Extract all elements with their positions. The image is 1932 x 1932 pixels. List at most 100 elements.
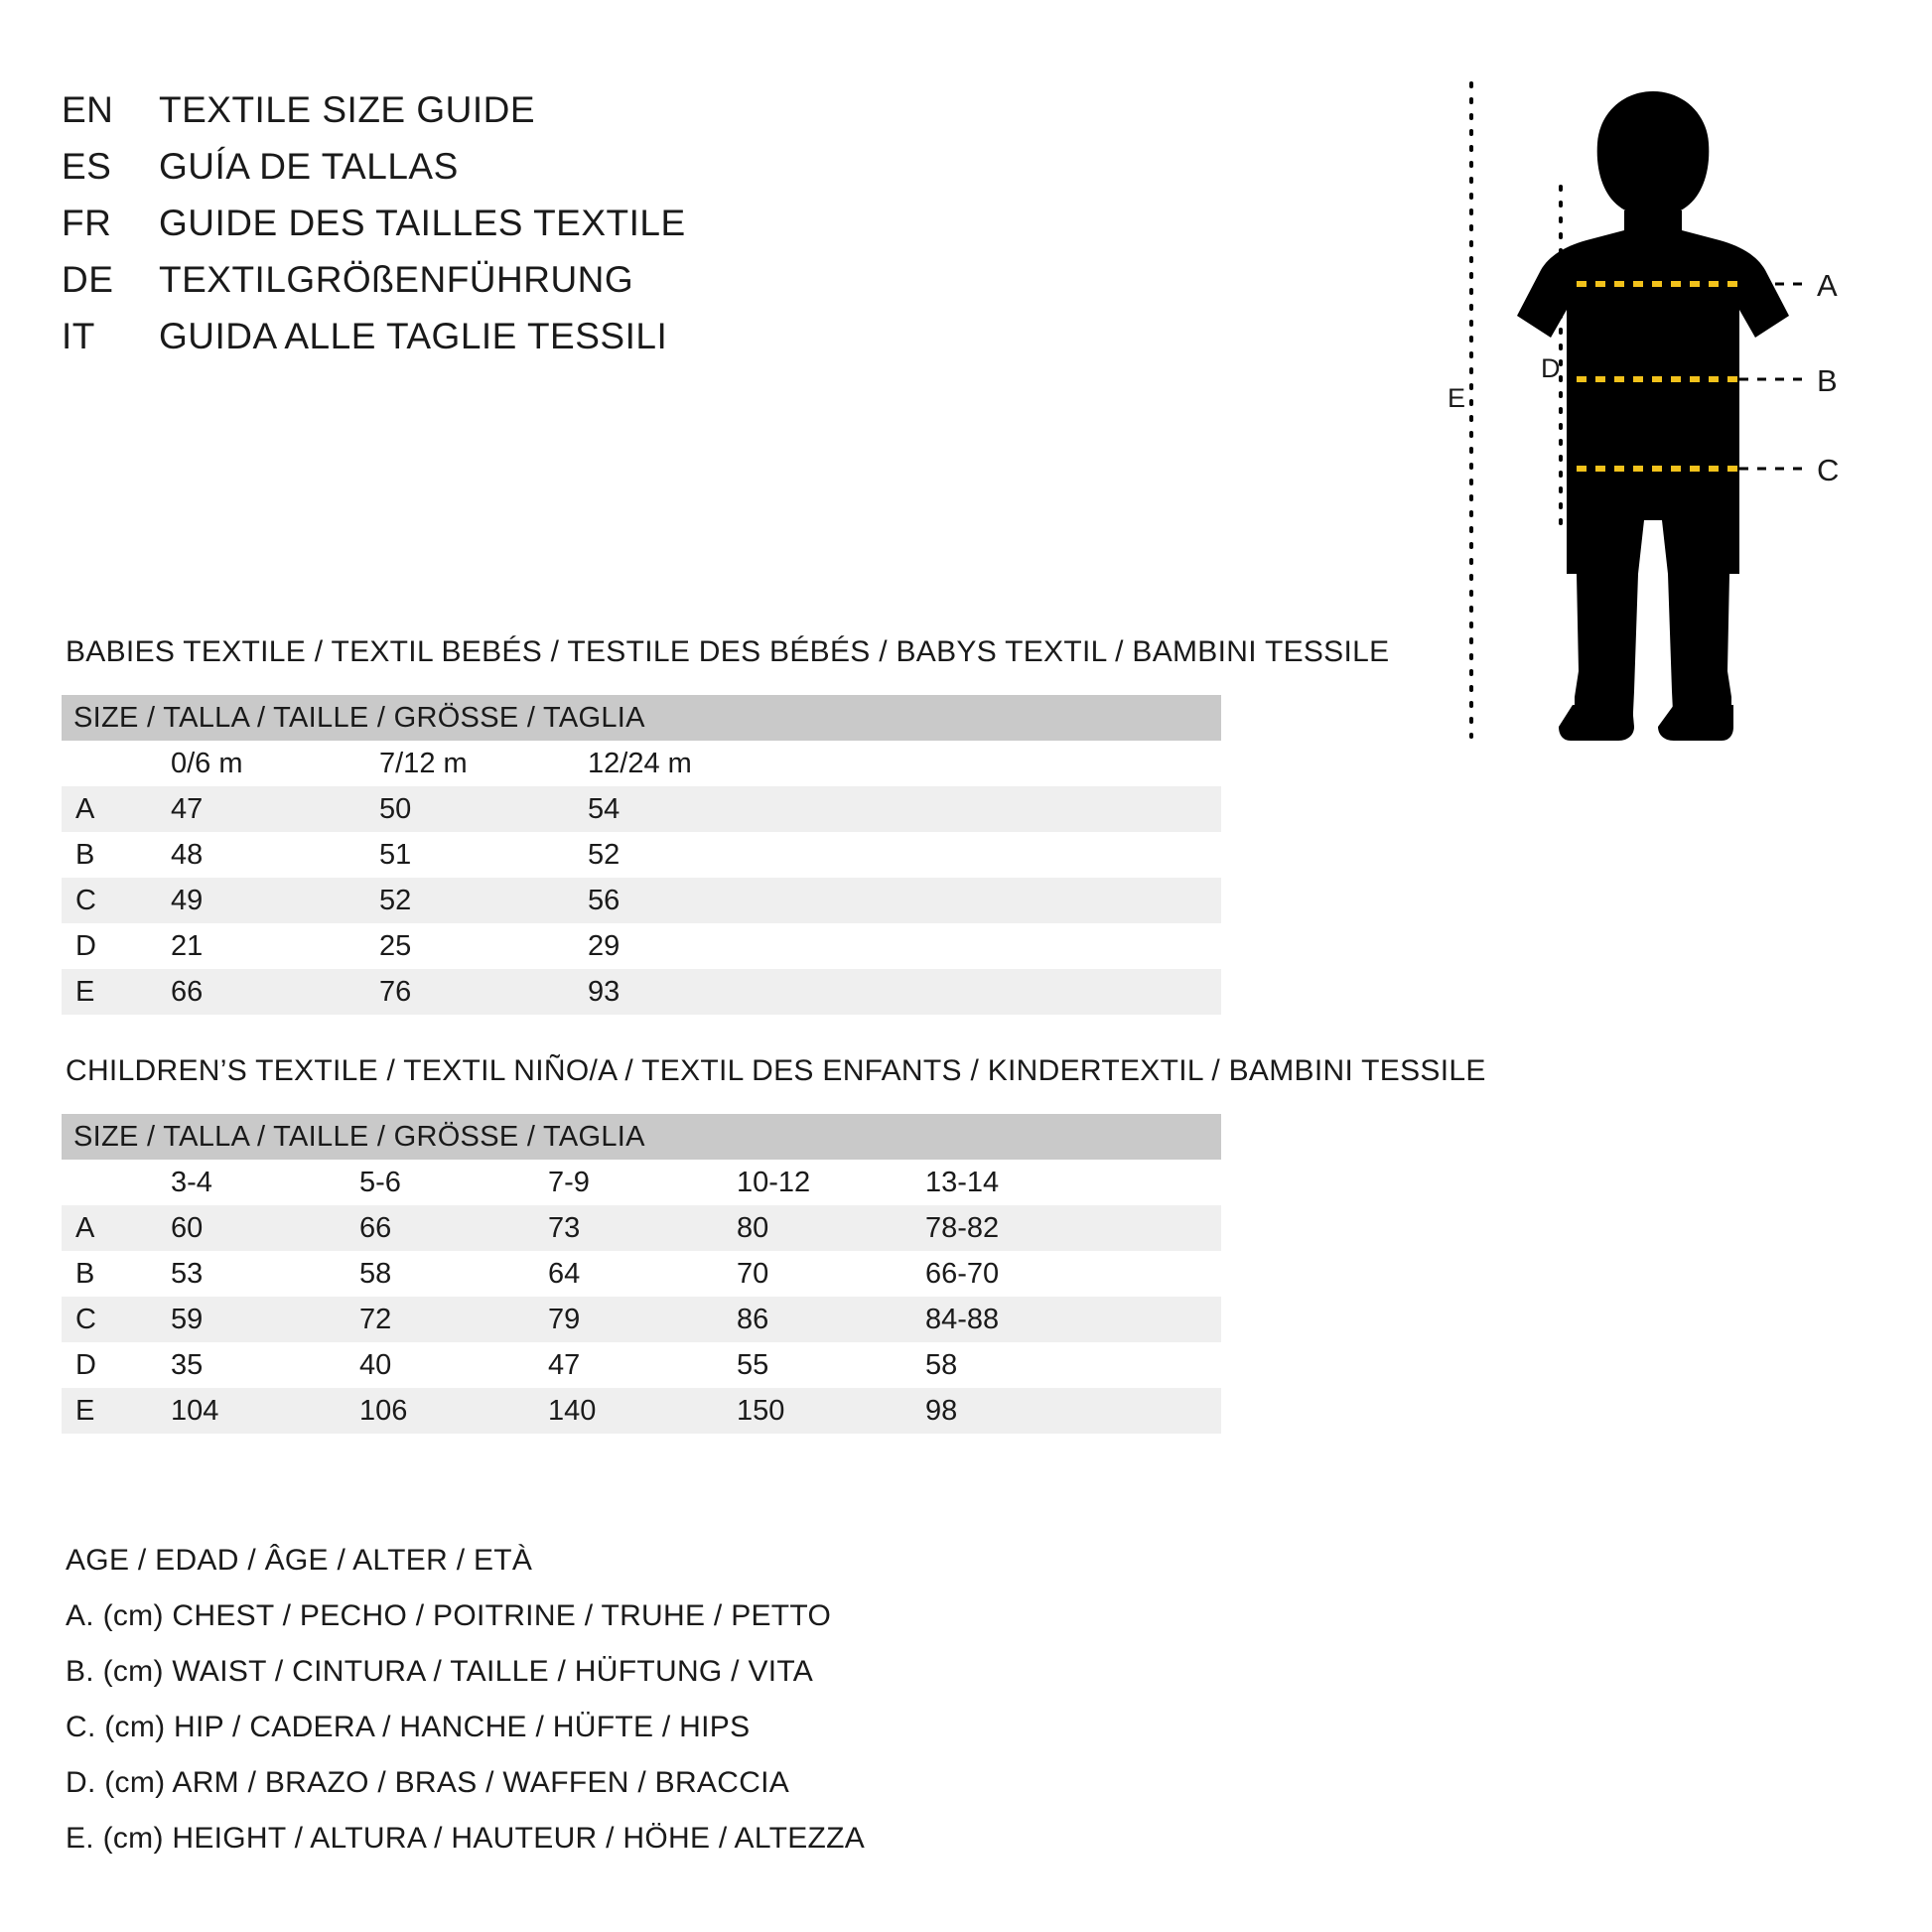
babies-cell-c-2: 56 — [588, 878, 796, 923]
babies-cell-e-1: 76 — [379, 969, 588, 1015]
children-cell-e-4: 98 — [925, 1388, 1114, 1434]
legend-item-waist: B. (cm) WAIST / CINTURA / TAILLE / HÜFTU… — [66, 1655, 814, 1688]
babies-column-2: 12/24 m — [588, 741, 796, 786]
babies-cell-a-1: 50 — [379, 786, 588, 832]
children-column-1: 5-6 — [359, 1160, 548, 1205]
babies-cell-d-filler — [796, 923, 1221, 969]
children-cell-a-2: 73 — [548, 1205, 737, 1251]
children-cell-a-1: 66 — [359, 1205, 548, 1251]
table-row: E 104 106 140 150 98 — [62, 1388, 1221, 1434]
language-code-it: IT — [62, 316, 95, 356]
children-cell-b-filler — [1114, 1251, 1221, 1297]
babies-table-band: SIZE / TALLA / TAILLE / GRÖSSE / TAGLIA — [62, 695, 1221, 741]
babies-cell-c-1: 52 — [379, 878, 588, 923]
babies-cell-c-filler — [796, 878, 1221, 923]
children-cell-d-0: 35 — [171, 1348, 204, 1381]
table-row: D 21 25 29 — [62, 923, 1221, 969]
children-table-band: SIZE / TALLA / TAILLE / GRÖSSE / TAGLIA — [62, 1114, 1221, 1160]
children-cell-b-0: 53 — [171, 1257, 204, 1290]
babies-cell-d-0: 21 — [171, 929, 204, 962]
babies-row-label-d: D — [75, 929, 96, 962]
babies-cell-a-2: 54 — [588, 786, 796, 832]
babies-size-table: SIZE / TALLA / TAILLE / GRÖSSE / TAGLIA … — [62, 695, 1221, 1015]
babies-row-label-a: A — [62, 786, 171, 832]
children-column-2: 7-9 — [548, 1160, 737, 1205]
children-cell-e-1: 106 — [359, 1388, 548, 1434]
language-title-de: TEXTILGRÖßENFÜHRUNG — [159, 259, 634, 300]
babies-column-filler — [796, 741, 1221, 786]
language-title-en: TEXTILE SIZE GUIDE — [159, 89, 536, 130]
table-row: B 48 51 52 — [62, 832, 1221, 878]
children-cell-b-3: 70 — [737, 1257, 769, 1290]
children-cell-d-4: 58 — [925, 1348, 958, 1381]
children-row-label-b: B — [75, 1257, 95, 1290]
children-cell-a-0: 60 — [171, 1205, 359, 1251]
figure-label-b: B — [1817, 363, 1838, 398]
children-cell-a-4: 78-82 — [925, 1205, 1114, 1251]
children-cell-c-2: 79 — [548, 1297, 737, 1342]
babies-cell-a-0: 47 — [171, 786, 379, 832]
children-row-label-d: D — [75, 1348, 96, 1381]
figure-label-c: C — [1817, 453, 1839, 487]
table-row: A 47 50 54 — [62, 786, 1221, 832]
children-cell-c-0: 59 — [171, 1297, 359, 1342]
language-row-fr: FR GUIDE DES TAILLES TEXTILE — [62, 203, 1154, 259]
children-column-0: 3-4 — [171, 1160, 359, 1205]
table-row: C 59 72 79 86 84-88 — [62, 1297, 1221, 1342]
children-cell-a-filler — [1114, 1205, 1221, 1251]
children-column-filler — [1114, 1160, 1221, 1205]
children-column-3: 10-12 — [737, 1160, 925, 1205]
children-cell-b-1: 58 — [359, 1257, 392, 1290]
babies-cell-b-0: 48 — [171, 838, 204, 871]
language-row-en: EN TEXTILE SIZE GUIDE — [62, 89, 1154, 146]
babies-row-label-e: E — [62, 969, 171, 1015]
babies-section-title: BABIES TEXTILE / TEXTIL BEBÉS / TESTILE … — [66, 635, 1390, 668]
measurement-legend: AGE / EDAD / ÂGE / ALTER / ETÀ A. (cm) C… — [66, 1544, 1356, 1877]
children-band-label: SIZE / TALLA / TAILLE / GRÖSSE / TAGLIA — [62, 1114, 1221, 1160]
babies-cell-b-1: 51 — [379, 838, 412, 871]
babies-cell-e-2: 93 — [588, 969, 796, 1015]
figure-label-a: A — [1817, 268, 1838, 303]
children-cell-c-filler — [1114, 1297, 1221, 1342]
babies-column-header-row: 0/6 m 7/12 m 12/24 m — [62, 741, 1221, 786]
children-cell-e-0: 104 — [171, 1388, 359, 1434]
legend-item-arm: D. (cm) ARM / BRAZO / BRAS / WAFFEN / BR… — [66, 1766, 790, 1799]
babies-cell-e-0: 66 — [171, 969, 379, 1015]
children-cell-c-4: 84-88 — [925, 1297, 1114, 1342]
language-title-es: GUÍA DE TALLAS — [159, 146, 459, 187]
table-row: C 49 52 56 — [62, 878, 1221, 923]
babies-band-label: SIZE / TALLA / TAILLE / GRÖSSE / TAGLIA — [62, 695, 1221, 741]
babies-cell-c-0: 49 — [171, 878, 379, 923]
babies-cell-b-filler — [796, 832, 1221, 878]
children-cell-e-filler — [1114, 1388, 1221, 1434]
children-size-table: SIZE / TALLA / TAILLE / GRÖSSE / TAGLIA … — [62, 1114, 1221, 1434]
measurement-figure: A B C D E — [1420, 69, 1886, 764]
babies-cell-d-2: 29 — [588, 929, 621, 962]
legend-title: AGE / EDAD / ÂGE / ALTER / ETÀ — [66, 1544, 533, 1577]
child-silhouette — [1517, 91, 1789, 741]
children-cell-d-filler — [1114, 1342, 1221, 1388]
children-corner-cell — [62, 1160, 171, 1205]
babies-row-label-c: C — [62, 878, 171, 923]
children-column-header-row: 3-4 5-6 7-9 10-12 13-14 — [62, 1160, 1221, 1205]
language-code-de: DE — [62, 259, 114, 300]
children-cell-c-3: 86 — [737, 1297, 925, 1342]
babies-cell-a-filler — [796, 786, 1221, 832]
babies-corner-cell — [62, 741, 171, 786]
children-cell-c-1: 72 — [359, 1297, 548, 1342]
language-row-es: ES GUÍA DE TALLAS — [62, 146, 1154, 203]
table-row: D 35 40 47 55 58 — [62, 1342, 1221, 1388]
legend-item-chest: A. (cm) CHEST / PECHO / POITRINE / TRUHE… — [66, 1599, 832, 1632]
children-cell-a-3: 80 — [737, 1205, 925, 1251]
babies-cell-e-filler — [796, 969, 1221, 1015]
table-row: E 66 76 93 — [62, 969, 1221, 1015]
babies-column-0: 0/6 m — [171, 741, 379, 786]
language-code-es: ES — [62, 146, 112, 187]
language-title-it: GUIDA ALLE TAGLIE TESSILI — [159, 316, 668, 356]
language-row-it: IT GUIDA ALLE TAGLIE TESSILI — [62, 316, 1154, 372]
children-cell-b-2: 64 — [548, 1257, 581, 1290]
legend-item-hip: C. (cm) HIP / CADERA / HANCHE / HÜFTE / … — [66, 1711, 751, 1743]
babies-cell-b-2: 52 — [588, 838, 621, 871]
children-row-label-c: C — [62, 1297, 171, 1342]
children-section-title: CHILDREN’S TEXTILE / TEXTIL NIÑO/A / TEX… — [66, 1054, 1486, 1087]
